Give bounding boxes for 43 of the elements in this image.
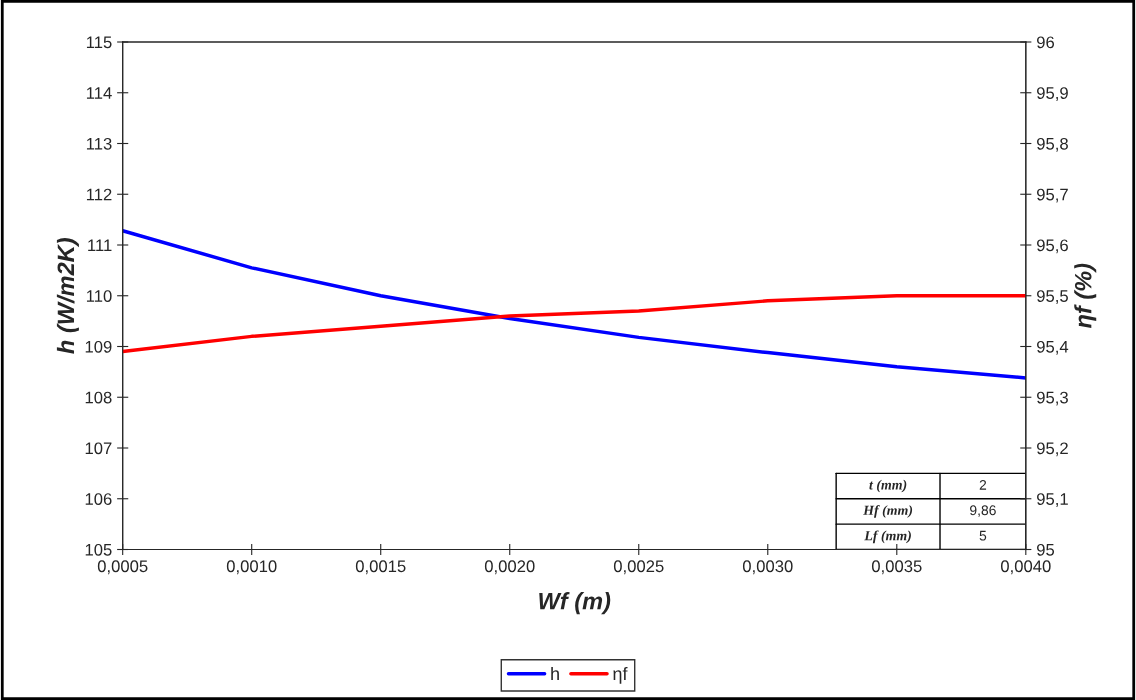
line-series bbox=[122, 294, 1026, 354]
x-axis-title: Wf (m) bbox=[539, 592, 611, 615]
y-tick-label: 114 bbox=[86, 87, 112, 99]
x-tick-label: 0,0035 bbox=[871, 560, 922, 575]
y-tick-label: 110 bbox=[86, 290, 112, 302]
y2-tick-label: 95,6 bbox=[1037, 239, 1068, 254]
y-tick-label: 108 bbox=[85, 391, 112, 404]
y-tick-label: 107 bbox=[85, 442, 112, 455]
legend-label: ηf bbox=[613, 666, 628, 684]
y2-tick-label: 95,5 bbox=[1037, 290, 1068, 304]
x-tick-label: 0,0010 bbox=[226, 560, 277, 575]
x-tick-label: 0,0015 bbox=[355, 560, 406, 575]
annotation: Hf (mm) bbox=[863, 505, 913, 518]
y2-tick-label: 95,1 bbox=[1037, 493, 1068, 507]
y2-tick-label: 95,4 bbox=[1037, 340, 1069, 355]
x-tick-label: 0,0040 bbox=[1000, 560, 1051, 575]
annotation: 2 bbox=[979, 479, 987, 490]
y2-tick-label: 95,9 bbox=[1037, 87, 1068, 101]
annotation: Lf (mm) bbox=[864, 530, 911, 544]
y-tick-label: 109 bbox=[85, 340, 112, 353]
y-axis-title: h (W/m2K) bbox=[56, 238, 79, 354]
y-tick-label: 113 bbox=[86, 137, 112, 150]
x-tick-label: 0,0030 bbox=[742, 560, 793, 575]
y2-tick-label: 96 bbox=[1037, 36, 1055, 49]
y2-tick-label: 95,2 bbox=[1037, 442, 1068, 457]
y-tick-label: 105 bbox=[85, 543, 112, 556]
annotation: 5 bbox=[979, 530, 987, 541]
y2-tick-label: 95,3 bbox=[1037, 391, 1068, 406]
annotation: 9,86 bbox=[970, 505, 996, 517]
y2-tick-label: 95,7 bbox=[1037, 188, 1068, 203]
y-tick-label: 112 bbox=[86, 188, 112, 201]
y2-tick-label: 95 bbox=[1037, 543, 1055, 556]
annotation: t (mm) bbox=[869, 479, 907, 493]
y-tick-label: 115 bbox=[86, 36, 112, 49]
line-series bbox=[122, 229, 1026, 380]
y2-axis-title: ηf (%) bbox=[1074, 263, 1097, 329]
y-tick-label: 106 bbox=[85, 493, 112, 505]
x-tick-label: 0,0005 bbox=[97, 560, 148, 575]
x-tick-label: 0,0020 bbox=[484, 560, 535, 575]
x-tick-label: 0,0025 bbox=[613, 560, 664, 575]
y2-tick-label: 95,8 bbox=[1037, 137, 1068, 152]
legend-label: h bbox=[551, 666, 559, 680]
y-tick-label: 111 bbox=[88, 239, 112, 252]
